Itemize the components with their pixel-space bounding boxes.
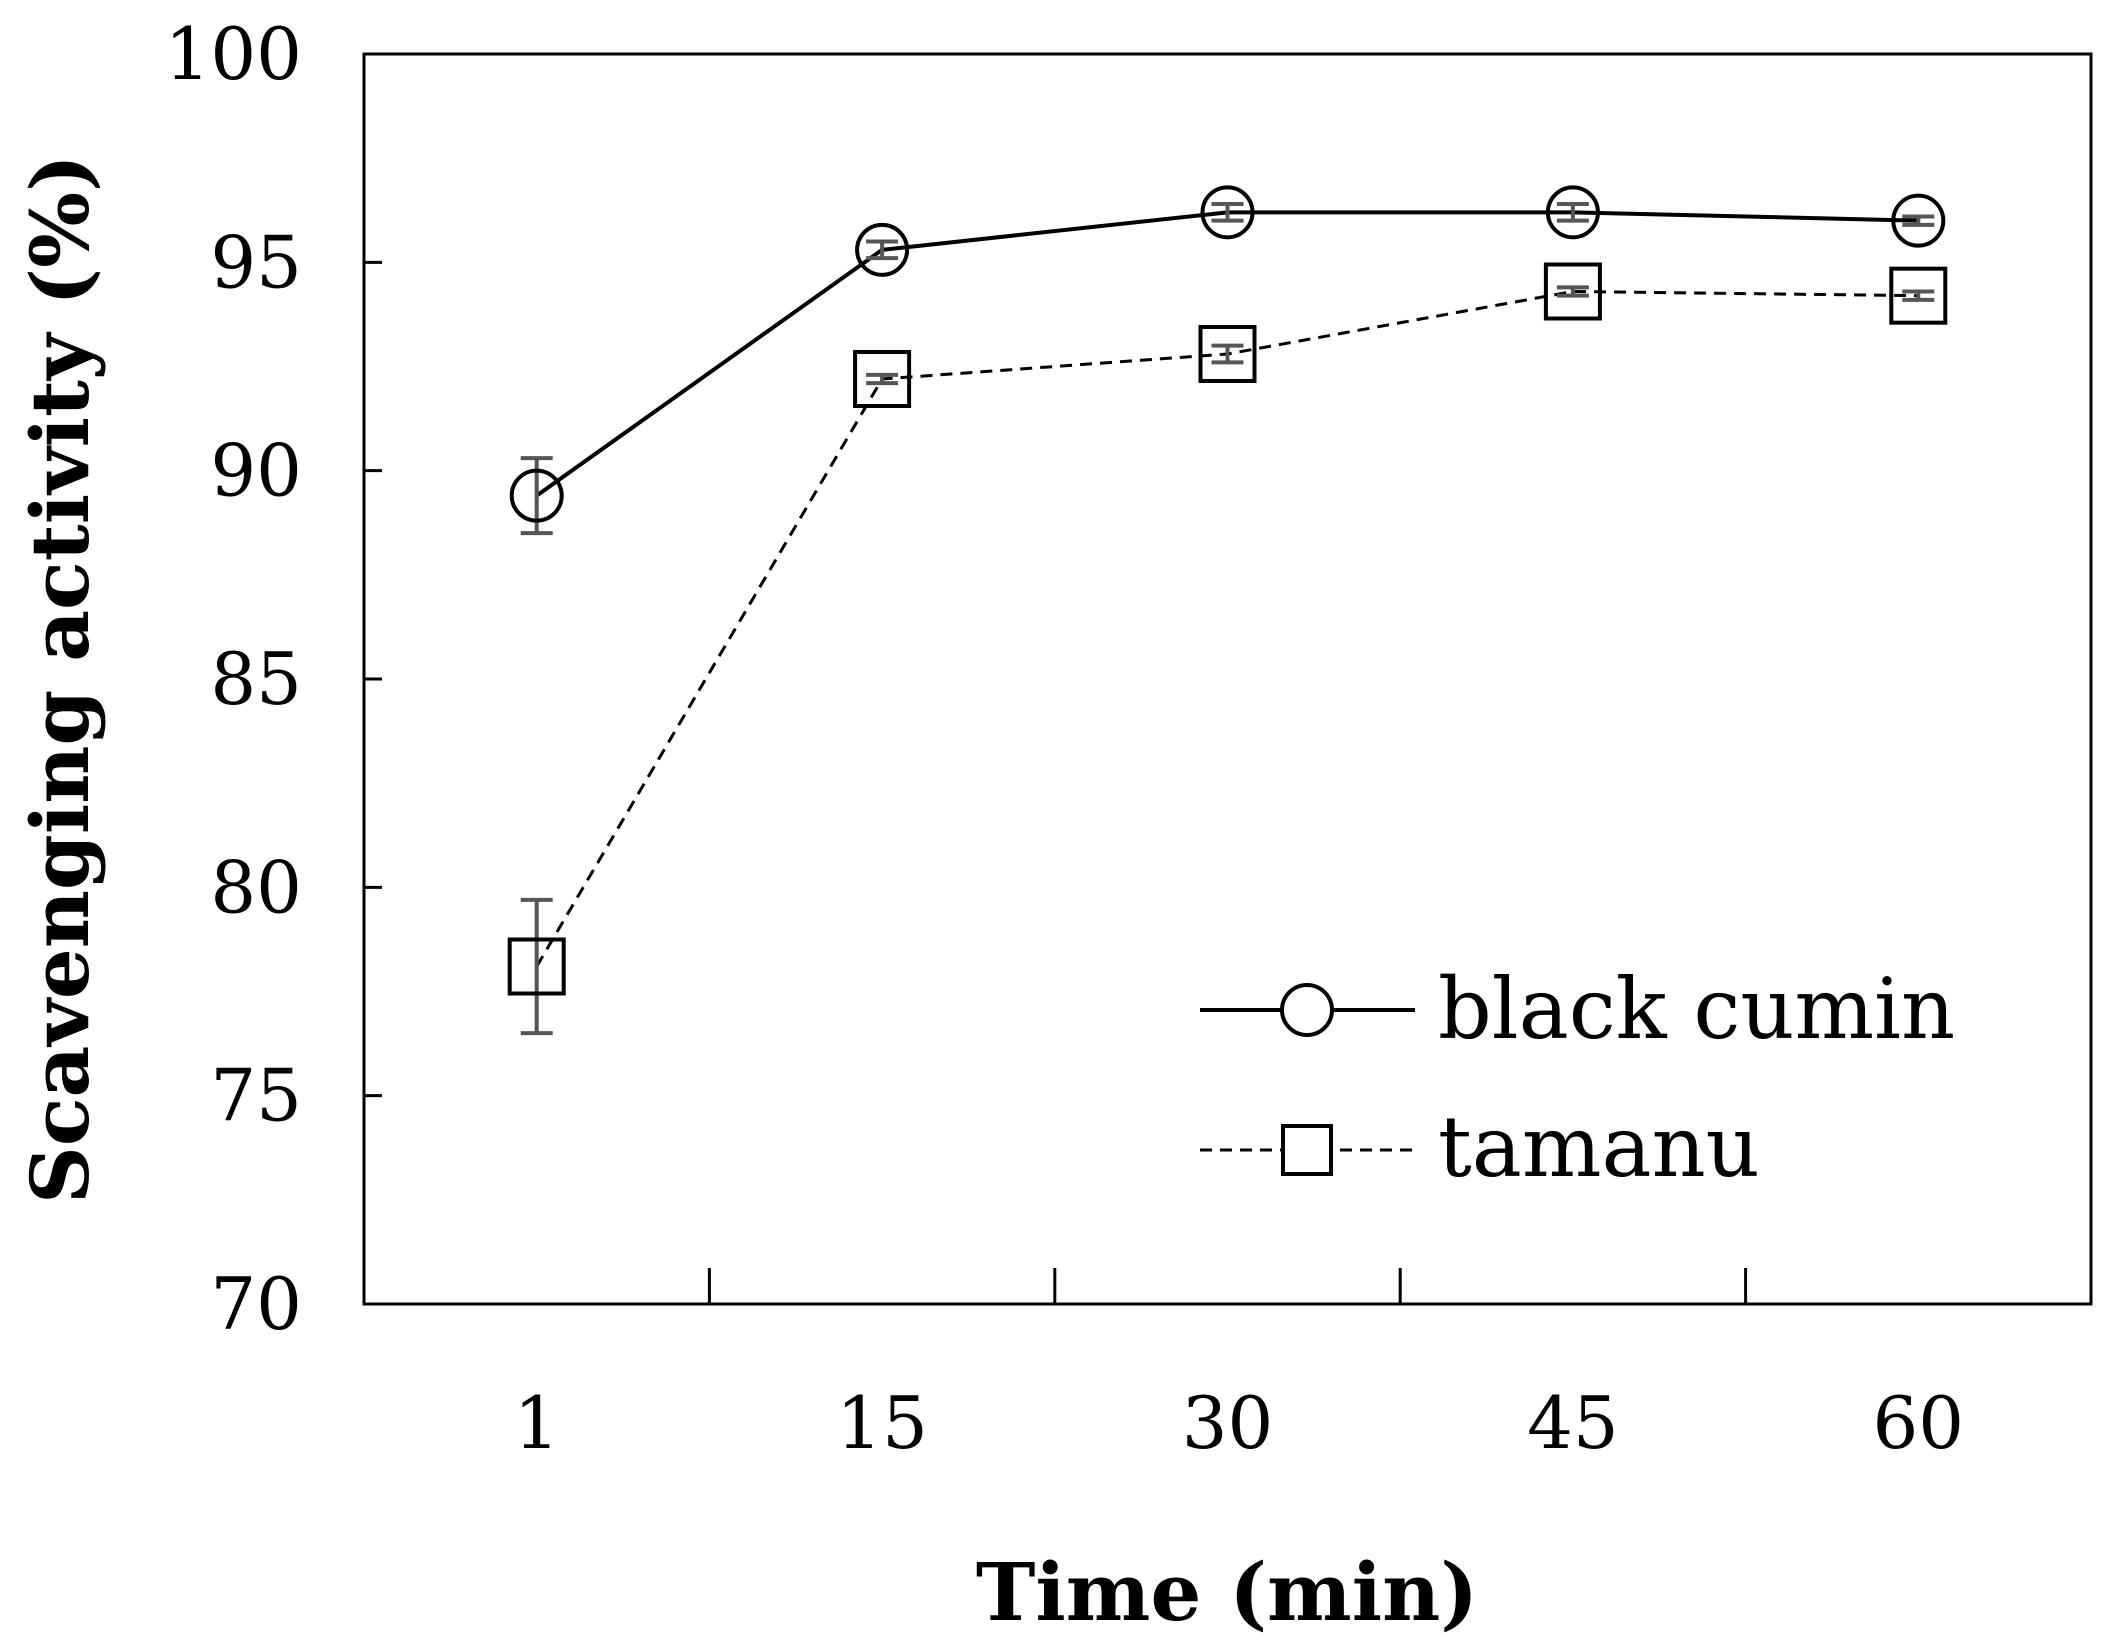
point-tamanu-60	[1889, 266, 1948, 325]
series-tamanu	[507, 262, 1948, 1036]
y-tick-label-100: 100	[165, 12, 302, 96]
legend-marker-tamanu	[1281, 1124, 1333, 1176]
series-black-cumin	[509, 185, 1946, 536]
point-black-cumin-30	[1200, 185, 1255, 240]
point-black-cumin-15	[855, 222, 910, 277]
legend: black cumin tamanu	[1200, 960, 1955, 1196]
y-axis: 70 75 80 85 90 95 100	[165, 12, 382, 1346]
x-tick-label-1: 1	[514, 1381, 560, 1465]
legend-label-black-cumin: black cumin	[1438, 960, 1955, 1058]
series-line-tamanu	[535, 289, 1919, 968]
y-tick-label-80: 80	[210, 845, 302, 929]
legend-marker-black-cumin	[1280, 983, 1334, 1037]
point-tamanu-15	[853, 350, 912, 408]
y-tick-label-75: 75	[210, 1054, 302, 1138]
x-tick-label-30: 30	[1182, 1381, 1274, 1465]
y-tick-label-70: 70	[210, 1262, 302, 1346]
y-axis-title: Scavenging activity (%)	[13, 154, 107, 1204]
legend-label-tamanu: tamanu	[1438, 1098, 1760, 1196]
x-tick-label-15: 15	[836, 1381, 928, 1465]
y-tick-label-85: 85	[210, 637, 302, 721]
x-axis-title: Time (min)	[976, 1545, 1478, 1639]
point-tamanu-30	[1198, 325, 1257, 383]
plot-frame	[362, 52, 2093, 1306]
series-layer	[507, 185, 1948, 1036]
x-tick-label-60: 60	[1872, 1381, 1964, 1465]
point-black-cumin-1	[509, 468, 564, 523]
point-black-cumin-60	[1891, 193, 1946, 248]
x-tick-label-45: 45	[1527, 1381, 1619, 1465]
x-axis: 1 15 30 45 60	[514, 1268, 1964, 1465]
point-tamanu-1	[507, 937, 566, 996]
y-tick-label-95: 95	[210, 220, 302, 304]
y-tick-label-90: 90	[210, 429, 302, 513]
point-tamanu-45	[1543, 262, 1602, 321]
point-black-cumin-45	[1545, 185, 1600, 240]
